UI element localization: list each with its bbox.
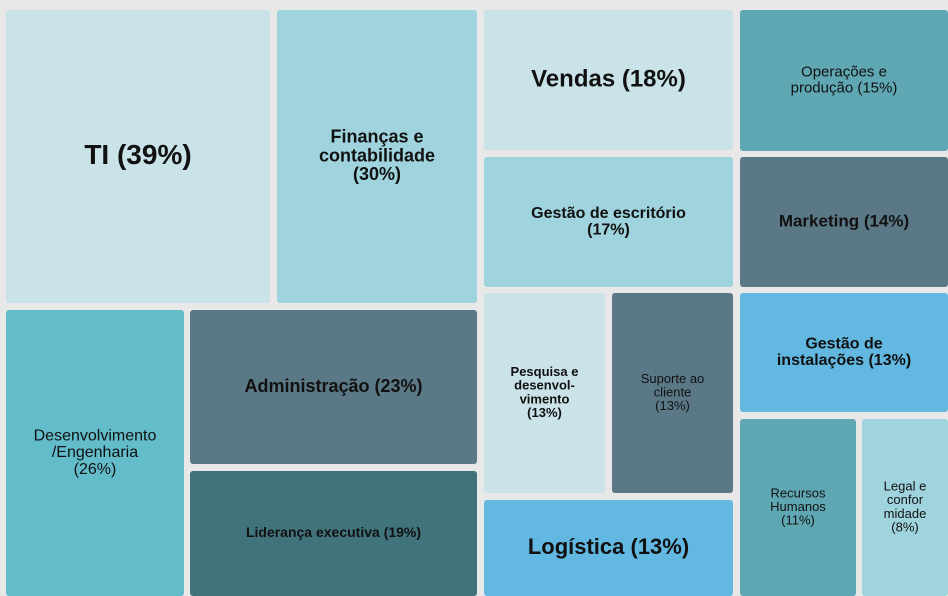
- tile-label: Gestão de escritório: [531, 205, 686, 222]
- tile-label: desenvol-: [514, 378, 575, 393]
- tile-label: TI (39%): [84, 139, 191, 170]
- tile-label: (13%): [527, 405, 562, 420]
- tile-label: Pesquisa e: [511, 364, 579, 379]
- tile: [862, 419, 948, 596]
- tile-label: Marketing (14%): [779, 211, 909, 230]
- tile: [6, 10, 270, 303]
- tile-label: (11%): [781, 513, 815, 528]
- tile: [612, 293, 733, 493]
- tile-label: Logística (13%): [528, 534, 689, 559]
- tile-label: Liderança executiva (19%): [246, 524, 421, 540]
- tile-label: (8%): [891, 519, 918, 534]
- tile-label: (17%): [587, 222, 630, 239]
- tile-label: Finanças e: [330, 126, 423, 146]
- tile-label: Vendas (18%): [531, 65, 686, 92]
- tile: [740, 157, 948, 287]
- tile: [484, 500, 733, 596]
- tile-label: midade: [884, 506, 927, 521]
- tile: [740, 293, 948, 412]
- tile-label: (13%): [655, 398, 690, 413]
- tile-label: confor: [887, 492, 924, 507]
- tile-label: Operações e: [801, 64, 887, 81]
- tile: [740, 10, 948, 151]
- tile: [484, 157, 733, 287]
- tile: [277, 10, 477, 303]
- tile-label: produção (15%): [791, 79, 898, 96]
- tile-label: Gestão de: [805, 335, 882, 352]
- tile-label: /Engenharia: [52, 444, 138, 461]
- tile-label: Suporte ao: [641, 371, 705, 386]
- tile-label: instalações (13%): [777, 352, 911, 369]
- tile-label: cliente: [654, 384, 692, 399]
- tile-label: Humanos: [770, 499, 826, 514]
- tile: [190, 471, 477, 596]
- tile-label: Legal e: [884, 478, 927, 493]
- tile-label: vimento: [520, 391, 570, 406]
- tile: [484, 10, 733, 150]
- tile: [190, 310, 477, 464]
- tile: [740, 419, 856, 596]
- tile-label: (30%): [353, 164, 401, 184]
- tile-label: Recursos: [771, 485, 826, 500]
- tile-label: contabilidade: [319, 145, 435, 165]
- tile-label: (26%): [74, 461, 117, 478]
- tile: [484, 293, 605, 493]
- tile-label: Desenvolvimento: [34, 427, 157, 444]
- tile: [6, 310, 184, 596]
- tile-label: Administração (23%): [244, 376, 422, 396]
